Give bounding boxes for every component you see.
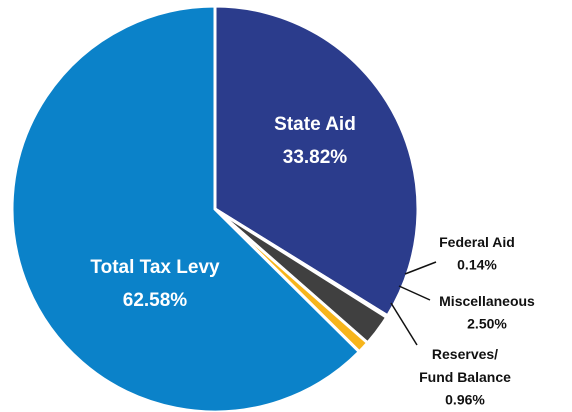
slice-label: Reserves/Fund Balance: [419, 346, 511, 385]
slice-label: Federal Aid: [439, 234, 515, 250]
value-label: 2.50%: [467, 316, 507, 332]
label-line: Reserves/: [432, 346, 498, 362]
value-label: 33.82%: [283, 147, 348, 168]
pie-slice: [213, 4, 420, 318]
slice-label: Miscellaneous: [439, 293, 535, 309]
leader-line: [398, 285, 431, 301]
leader-line: [404, 261, 437, 275]
label-line: State Aid: [274, 114, 356, 135]
value-label: 62.58%: [123, 290, 188, 311]
slice-label: State Aid: [274, 114, 356, 135]
label-line: Miscellaneous: [439, 293, 535, 309]
value-label: 0.96%: [445, 392, 485, 408]
pie-slice: [10, 4, 362, 412]
value-label: 0.14%: [457, 257, 497, 273]
label-line: Total Tax Levy: [90, 257, 220, 278]
leader-line: [390, 302, 418, 346]
label-line: Fund Balance: [419, 369, 511, 385]
slice-label: Total Tax Levy: [90, 257, 220, 278]
label-line: Federal Aid: [439, 234, 515, 250]
